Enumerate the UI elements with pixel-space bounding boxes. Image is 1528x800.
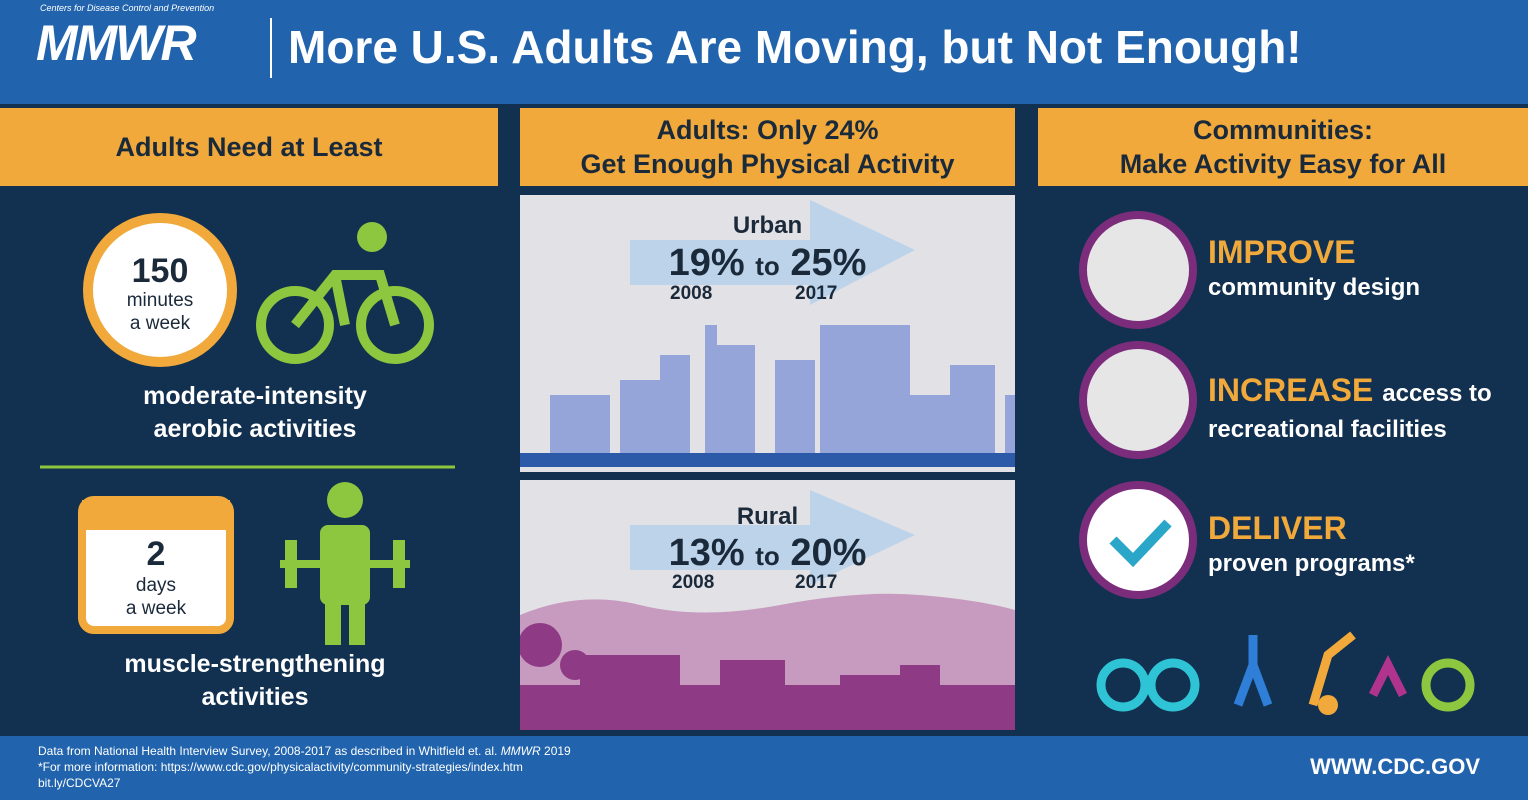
rural-change: 13% to 20% (520, 532, 1015, 575)
urban-from-year: 2008 (670, 283, 713, 304)
aerobic-unit: minutes (126, 290, 194, 311)
from: 19% (668, 242, 745, 284)
clock (83, 213, 237, 367)
footer-notes: Data from National Health Interview Surv… (38, 743, 571, 791)
rural-to-year: 2017 (795, 572, 838, 593)
check (1109, 519, 1172, 568)
source-text: Data from National Health Interview Surv… (38, 744, 498, 758)
caption-line: activities (201, 683, 309, 711)
heading-text: Communities: (1192, 115, 1373, 145)
year: 2019 (544, 744, 571, 758)
divider (270, 18, 272, 78)
bike (256, 270, 434, 364)
urban-label: Urban (732, 212, 803, 239)
left-heading: Adults Need at Least (0, 108, 498, 186)
from: 13% (668, 532, 745, 574)
facilities-icon (1079, 341, 1197, 459)
strength-unit: days (135, 575, 177, 596)
logo: MMWR (36, 15, 197, 71)
right-icons (1079, 211, 1475, 715)
heading-text: Adults: Only 24% (656, 115, 879, 145)
rural-arrow (630, 490, 915, 585)
activity-icons (1096, 631, 1475, 712)
item: DELIVER proven programs* (1208, 508, 1528, 646)
action: DELIVER (1208, 510, 1347, 546)
design-icon (1079, 211, 1197, 329)
action: INCREASE (1208, 372, 1374, 408)
ground (520, 453, 1015, 467)
rider-head (357, 222, 387, 252)
rural-label: Rural (736, 503, 799, 530)
header (0, 0, 1528, 104)
item: INCREASE access to recreational facilitie… (1208, 370, 1528, 508)
item: IMPROVE community design (1208, 232, 1528, 370)
right-heading: Communities: Make Activity Easy for All (1038, 108, 1528, 186)
inline: access to (1382, 380, 1492, 407)
skyline (550, 325, 1015, 455)
link: bit.ly/CDCVA27 (38, 776, 121, 790)
middle-art (520, 195, 1015, 730)
heading-text: Get Enough Physical Activity (580, 149, 955, 179)
strength-period: a week (125, 598, 187, 619)
ball (1318, 695, 1338, 715)
source: Data from National Health Interview Surv… (38, 743, 571, 759)
caption-line: aerobic activities (153, 415, 357, 443)
detail: community design (1208, 274, 1421, 301)
heading-text: Make Activity Easy for All (1119, 149, 1447, 179)
to-word: to (755, 251, 780, 281)
left-icons (40, 213, 455, 645)
aerobic-number: 150 (131, 252, 189, 290)
farm (520, 623, 1015, 730)
aerobic-caption: moderate-intensity aerobic activities (0, 380, 510, 446)
action: IMPROVE (1208, 234, 1356, 270)
url: WWW.CDC.GOV (1310, 754, 1480, 779)
caption-line: moderate-intensity (143, 382, 367, 410)
journal: MMWR (500, 744, 541, 758)
strength-caption: muscle-strengthening activities (0, 648, 510, 714)
lifter (280, 482, 410, 645)
urban-change: 19% to 25% (520, 242, 1015, 285)
rural-from-year: 2008 (672, 572, 715, 593)
footer (0, 736, 1528, 800)
org: Centers for Disease Control and Preventi… (40, 3, 215, 13)
programs-icon (1079, 481, 1197, 599)
strength-number: 2 (146, 535, 166, 573)
detail: recreational facilities (1208, 416, 1447, 443)
urban-arrow (630, 200, 915, 305)
to: 25% (790, 242, 867, 284)
heading-text: Adults Need at Least (115, 132, 383, 162)
aerobic-period: a week (129, 313, 191, 334)
note: *For more information: https://www.cdc.g… (38, 760, 523, 774)
detail: proven programs* (1208, 550, 1415, 577)
item-line: IMPROVE (1208, 232, 1528, 272)
to-word: to (755, 541, 780, 571)
items: IMPROVE community design INCREASE access t… (1208, 232, 1528, 646)
urban-to-year: 2017 (795, 283, 838, 304)
item-line: INCREASE access to (1208, 370, 1528, 414)
calendar-top (82, 500, 230, 530)
item-line: DELIVER (1208, 508, 1528, 548)
middle-heading: Adults: Only 24% Get Enough Physical Acti… (520, 108, 1015, 186)
caption-line: muscle-strengthening (124, 650, 386, 678)
title: More U.S. Adults Are Moving, but Not Eno… (288, 21, 1302, 73)
to: 20% (790, 532, 867, 574)
